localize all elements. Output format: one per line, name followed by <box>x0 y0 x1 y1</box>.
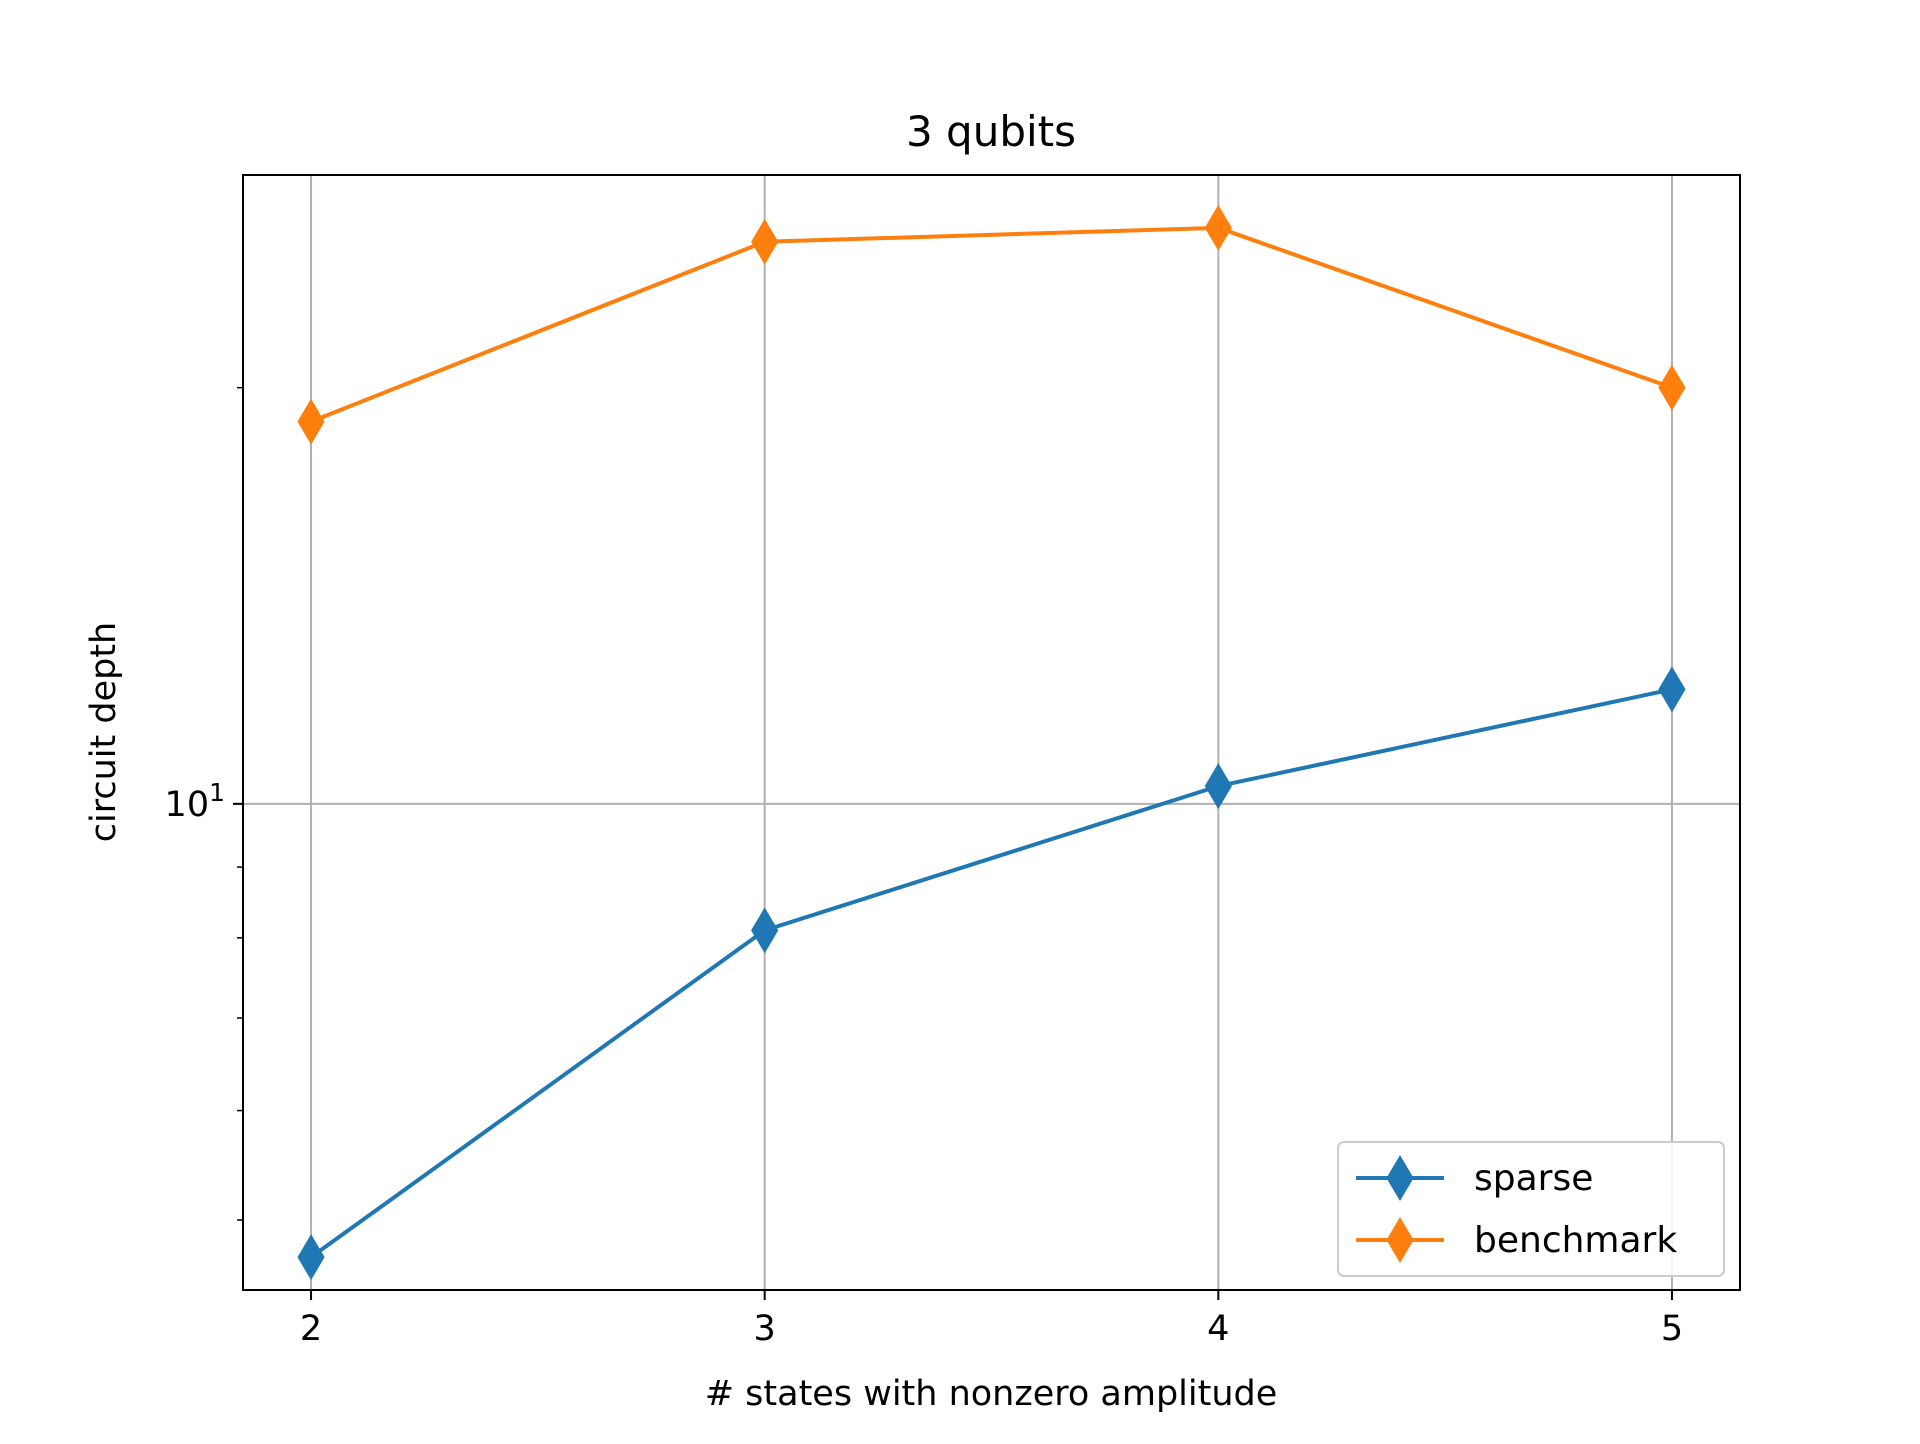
data-point-marker <box>1204 204 1232 251</box>
legend-marker <box>1386 1217 1414 1263</box>
legend-item-benchmark: benchmark <box>1356 1217 1677 1263</box>
x-axis-label: # states with nonzero amplitude <box>705 1374 1278 1414</box>
legend-label: benchmark <box>1474 1220 1677 1261</box>
chart-title: 3 qubits <box>906 107 1076 156</box>
series-benchmark <box>297 204 1686 445</box>
data-point-marker <box>1658 364 1686 411</box>
legend-marker <box>1386 1155 1414 1201</box>
series-line <box>310 225 1673 424</box>
legend: sparse benchmark <box>1337 1141 1725 1277</box>
data-point-marker <box>751 907 779 954</box>
data-point-marker <box>1658 666 1686 713</box>
legend-item-sparse: sparse <box>1356 1155 1593 1201</box>
plot-frame <box>242 174 1741 1291</box>
y-tick-label-base: 10 <box>165 785 210 825</box>
x-tick-label: 5 <box>1661 1309 1683 1349</box>
grid-lines <box>243 175 1740 1290</box>
data-point-marker <box>1204 763 1232 810</box>
x-tick-label: 3 <box>754 1309 776 1349</box>
data-point-marker <box>297 398 325 445</box>
y-tick-label: 101 <box>165 778 225 825</box>
legend-label: sparse <box>1474 1158 1593 1199</box>
axis-ticks: 2 3 4 5 101 <box>165 386 1683 1349</box>
x-tick-label: 4 <box>1207 1309 1229 1349</box>
series-line <box>309 687 1673 1259</box>
y-tick-label-exponent: 1 <box>209 778 225 807</box>
y-axis-label: circuit depth <box>84 622 124 842</box>
data-point-marker <box>751 218 779 265</box>
legend-box <box>1337 1141 1725 1277</box>
series-sparse <box>297 666 1686 1281</box>
series-layer <box>297 204 1686 1281</box>
x-tick-label: 2 <box>300 1309 322 1349</box>
data-point-marker <box>297 1234 325 1281</box>
